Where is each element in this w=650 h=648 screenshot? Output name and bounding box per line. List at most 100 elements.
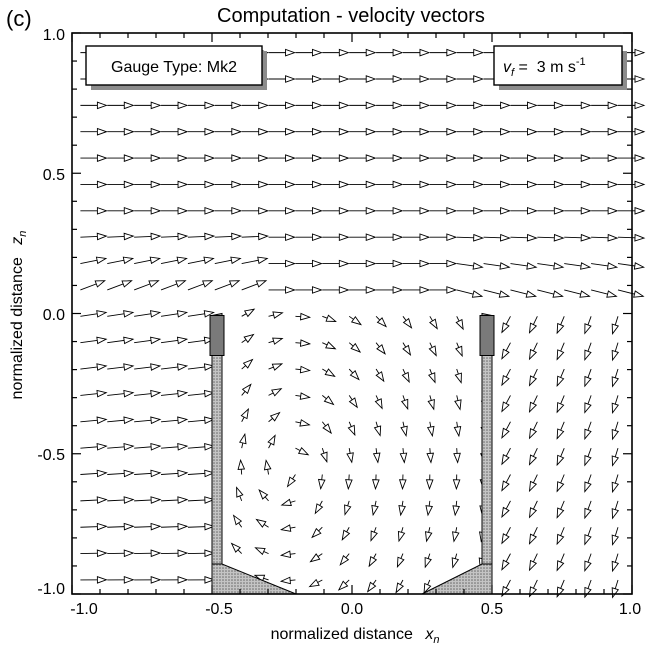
vector-head — [123, 154, 135, 162]
vector-head — [365, 101, 377, 110]
vector-head — [453, 425, 462, 438]
vector-head — [285, 75, 296, 83]
vector-head — [500, 101, 511, 110]
vector-head — [263, 459, 272, 471]
vector-head — [150, 206, 162, 215]
vector-head — [175, 280, 187, 288]
vector-head — [446, 206, 458, 215]
vector-head — [123, 549, 135, 558]
vector-head — [258, 489, 269, 500]
vector-head — [96, 101, 108, 110]
vector-head — [501, 348, 510, 360]
vector-head — [299, 339, 312, 347]
vector-head — [501, 533, 510, 545]
vector-head — [347, 424, 356, 437]
vector-head — [348, 397, 358, 409]
vector-head — [177, 154, 189, 162]
vector-head — [94, 280, 106, 288]
velocity-symbol: v — [503, 59, 512, 76]
vector-head — [204, 416, 216, 425]
vector-head — [607, 233, 619, 242]
vector-head — [633, 262, 646, 270]
vector-head — [425, 479, 434, 491]
vector-head — [285, 101, 296, 110]
vector-head — [528, 559, 538, 572]
gauge-left-fillet — [211, 563, 297, 595]
vector-head — [285, 127, 296, 136]
vector-head — [272, 311, 284, 319]
vector-head — [228, 280, 241, 288]
vector-head — [607, 101, 619, 110]
vector-head — [419, 233, 431, 242]
vector-head — [607, 154, 619, 162]
vector-head — [241, 383, 252, 395]
vector-head — [371, 504, 379, 517]
vector-head — [527, 154, 538, 162]
vector-head — [553, 180, 565, 189]
y-tick-label: 0.5 — [43, 167, 65, 184]
vector-head — [150, 336, 162, 345]
vector-head — [375, 371, 385, 383]
vector-head — [473, 154, 485, 162]
vector-head — [392, 127, 404, 136]
vector-head — [584, 455, 592, 467]
vector-head — [556, 349, 565, 361]
vector-head — [96, 522, 108, 531]
vector-head — [399, 452, 408, 464]
vector-head — [584, 323, 592, 335]
vector-head — [338, 286, 350, 294]
vector-head — [500, 206, 511, 215]
vector-head — [473, 48, 485, 57]
vector-head — [123, 232, 135, 241]
vector-head — [501, 374, 510, 387]
vector-head — [337, 580, 349, 591]
vector-head — [338, 101, 350, 110]
vector-head — [446, 259, 458, 268]
vector-head — [498, 290, 511, 298]
vector-head — [397, 530, 406, 543]
vector-head — [285, 233, 296, 242]
vector-head — [424, 531, 433, 543]
vector-head — [231, 154, 243, 162]
y-tick-label: 1.0 — [43, 27, 65, 44]
vector-head — [472, 262, 484, 270]
vector-head — [452, 479, 461, 491]
vector-head — [452, 505, 461, 517]
vector-head — [338, 233, 350, 242]
vector-head — [345, 479, 353, 491]
vector-head — [501, 480, 510, 492]
vector-head — [373, 425, 382, 437]
vector-head — [176, 310, 189, 318]
vector-head — [338, 180, 350, 189]
vector-head — [368, 556, 378, 568]
vector-head — [177, 363, 189, 371]
vector-head — [419, 75, 431, 83]
vector-head — [349, 370, 360, 381]
vector-head — [150, 496, 162, 504]
vector-head — [419, 101, 431, 110]
vector-head — [611, 428, 620, 441]
vector-head — [204, 443, 216, 451]
vector-head — [473, 180, 485, 189]
vector-head — [150, 469, 162, 478]
vector-head — [528, 375, 538, 387]
vector-head — [527, 180, 538, 189]
vector-head — [311, 127, 323, 136]
vector-head — [150, 522, 162, 531]
vector-head — [177, 549, 189, 558]
vector-head — [606, 290, 618, 298]
vector-head — [365, 75, 377, 83]
vector-head — [528, 480, 538, 493]
vector-head — [398, 505, 406, 517]
vector-head — [419, 259, 431, 268]
vector-head — [236, 486, 244, 498]
vector-head — [95, 256, 108, 265]
vector-head — [611, 587, 620, 599]
vector-head — [400, 425, 408, 438]
vector-head — [311, 180, 323, 189]
vector-head — [325, 341, 337, 350]
vector-head — [528, 533, 538, 545]
vector-head — [123, 101, 135, 110]
vector-head — [419, 154, 431, 162]
vector-head — [176, 256, 188, 265]
